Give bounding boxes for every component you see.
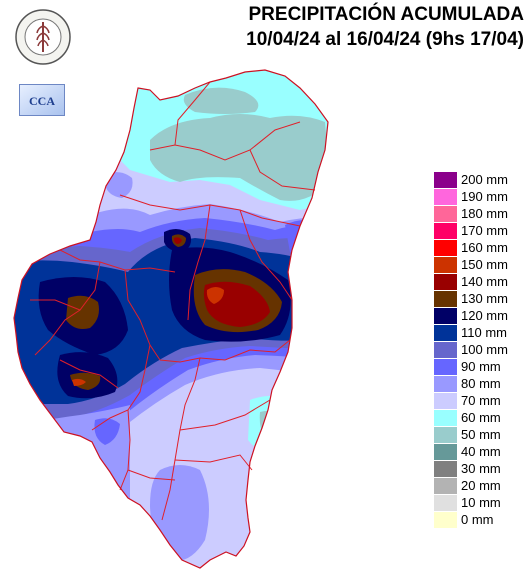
legend-item: 90 mm [434, 358, 530, 375]
legend-swatch [434, 290, 457, 307]
legend-swatch [434, 460, 457, 477]
legend-label: 50 mm [461, 427, 501, 442]
bolsa-cereales-logo [15, 9, 71, 65]
legend-swatch [434, 443, 457, 460]
legend-swatch [434, 494, 457, 511]
cca-logo: CCA [19, 84, 65, 116]
precipitation-shading [14, 70, 328, 568]
legend-item: 10 mm [434, 494, 530, 511]
svg-text:CCA: CCA [29, 94, 55, 108]
legend-swatch [434, 188, 457, 205]
legend-item: 190 mm [434, 188, 530, 205]
legend-label: 0 mm [461, 512, 494, 527]
legend-label: 60 mm [461, 410, 501, 425]
legend-item: 40 mm [434, 443, 530, 460]
legend-label: 110 mm [461, 325, 507, 340]
legend-label: 160 mm [461, 240, 508, 255]
legend-label: 40 mm [461, 444, 501, 459]
legend-swatch [434, 324, 457, 341]
department-borders [30, 81, 316, 521]
legend-item: 60 mm [434, 409, 530, 426]
legend-item: 200 mm [434, 171, 530, 188]
legend-swatch [434, 171, 457, 188]
legend-label: 200 mm [461, 172, 508, 187]
precipitation-map [13, 69, 329, 569]
legend-label: 130 mm [461, 291, 508, 306]
legend-label: 90 mm [461, 359, 501, 374]
legend-label: 180 mm [461, 206, 508, 221]
legend-swatch [434, 409, 457, 426]
legend-swatch [434, 358, 457, 375]
legend-label: 120 mm [461, 308, 508, 323]
legend-label: 20 mm [461, 478, 501, 493]
legend-swatch [434, 307, 457, 324]
legend-swatch [434, 222, 457, 239]
legend-item: 0 mm [434, 511, 530, 528]
legend-item: 130 mm [434, 290, 530, 307]
legend-swatch [434, 392, 457, 409]
legend-label: 100 mm [461, 342, 508, 357]
legend-label: 70 mm [461, 393, 501, 408]
legend-swatch [434, 239, 457, 256]
legend-item: 160 mm [434, 239, 530, 256]
legend-swatch [434, 477, 457, 494]
legend-swatch [434, 511, 457, 528]
legend-item: 180 mm [434, 205, 530, 222]
province-outline [13, 69, 329, 569]
legend-item: 170 mm [434, 222, 530, 239]
legend-item: 120 mm [434, 307, 530, 324]
legend-item: 20 mm [434, 477, 530, 494]
legend-item: 70 mm [434, 392, 530, 409]
legend-item: 80 mm [434, 375, 530, 392]
legend-label: 10 mm [461, 495, 501, 510]
map-title: PRECIPITACIÓN ACUMULADA [248, 4, 525, 25]
legend-swatch [434, 426, 457, 443]
legend-label: 80 mm [461, 376, 501, 391]
legend-item: 150 mm [434, 256, 530, 273]
map-date-range: 10/04/24 al 16/04/24 (9hs 17/04) [246, 29, 524, 50]
legend-swatch [434, 341, 457, 358]
legend-item: 30 mm [434, 460, 530, 477]
legend-item: 50 mm [434, 426, 530, 443]
legend-swatch [434, 205, 457, 222]
precipitation-legend: 200 mm 190 mm 180 mm 170 mm 160 mm 150 mm 140 … [434, 171, 530, 528]
legend-item: 140 mm [434, 273, 530, 290]
legend-label: 190 mm [461, 189, 508, 204]
legend-item: 110 mm [434, 324, 530, 341]
legend-item: 100 mm [434, 341, 530, 358]
legend-swatch [434, 273, 457, 290]
legend-label: 170 mm [461, 223, 508, 238]
legend-swatch [434, 256, 457, 273]
legend-label: 140 mm [461, 274, 508, 289]
legend-swatch [434, 375, 457, 392]
legend-label: 30 mm [461, 461, 501, 476]
legend-label: 150 mm [461, 257, 508, 272]
